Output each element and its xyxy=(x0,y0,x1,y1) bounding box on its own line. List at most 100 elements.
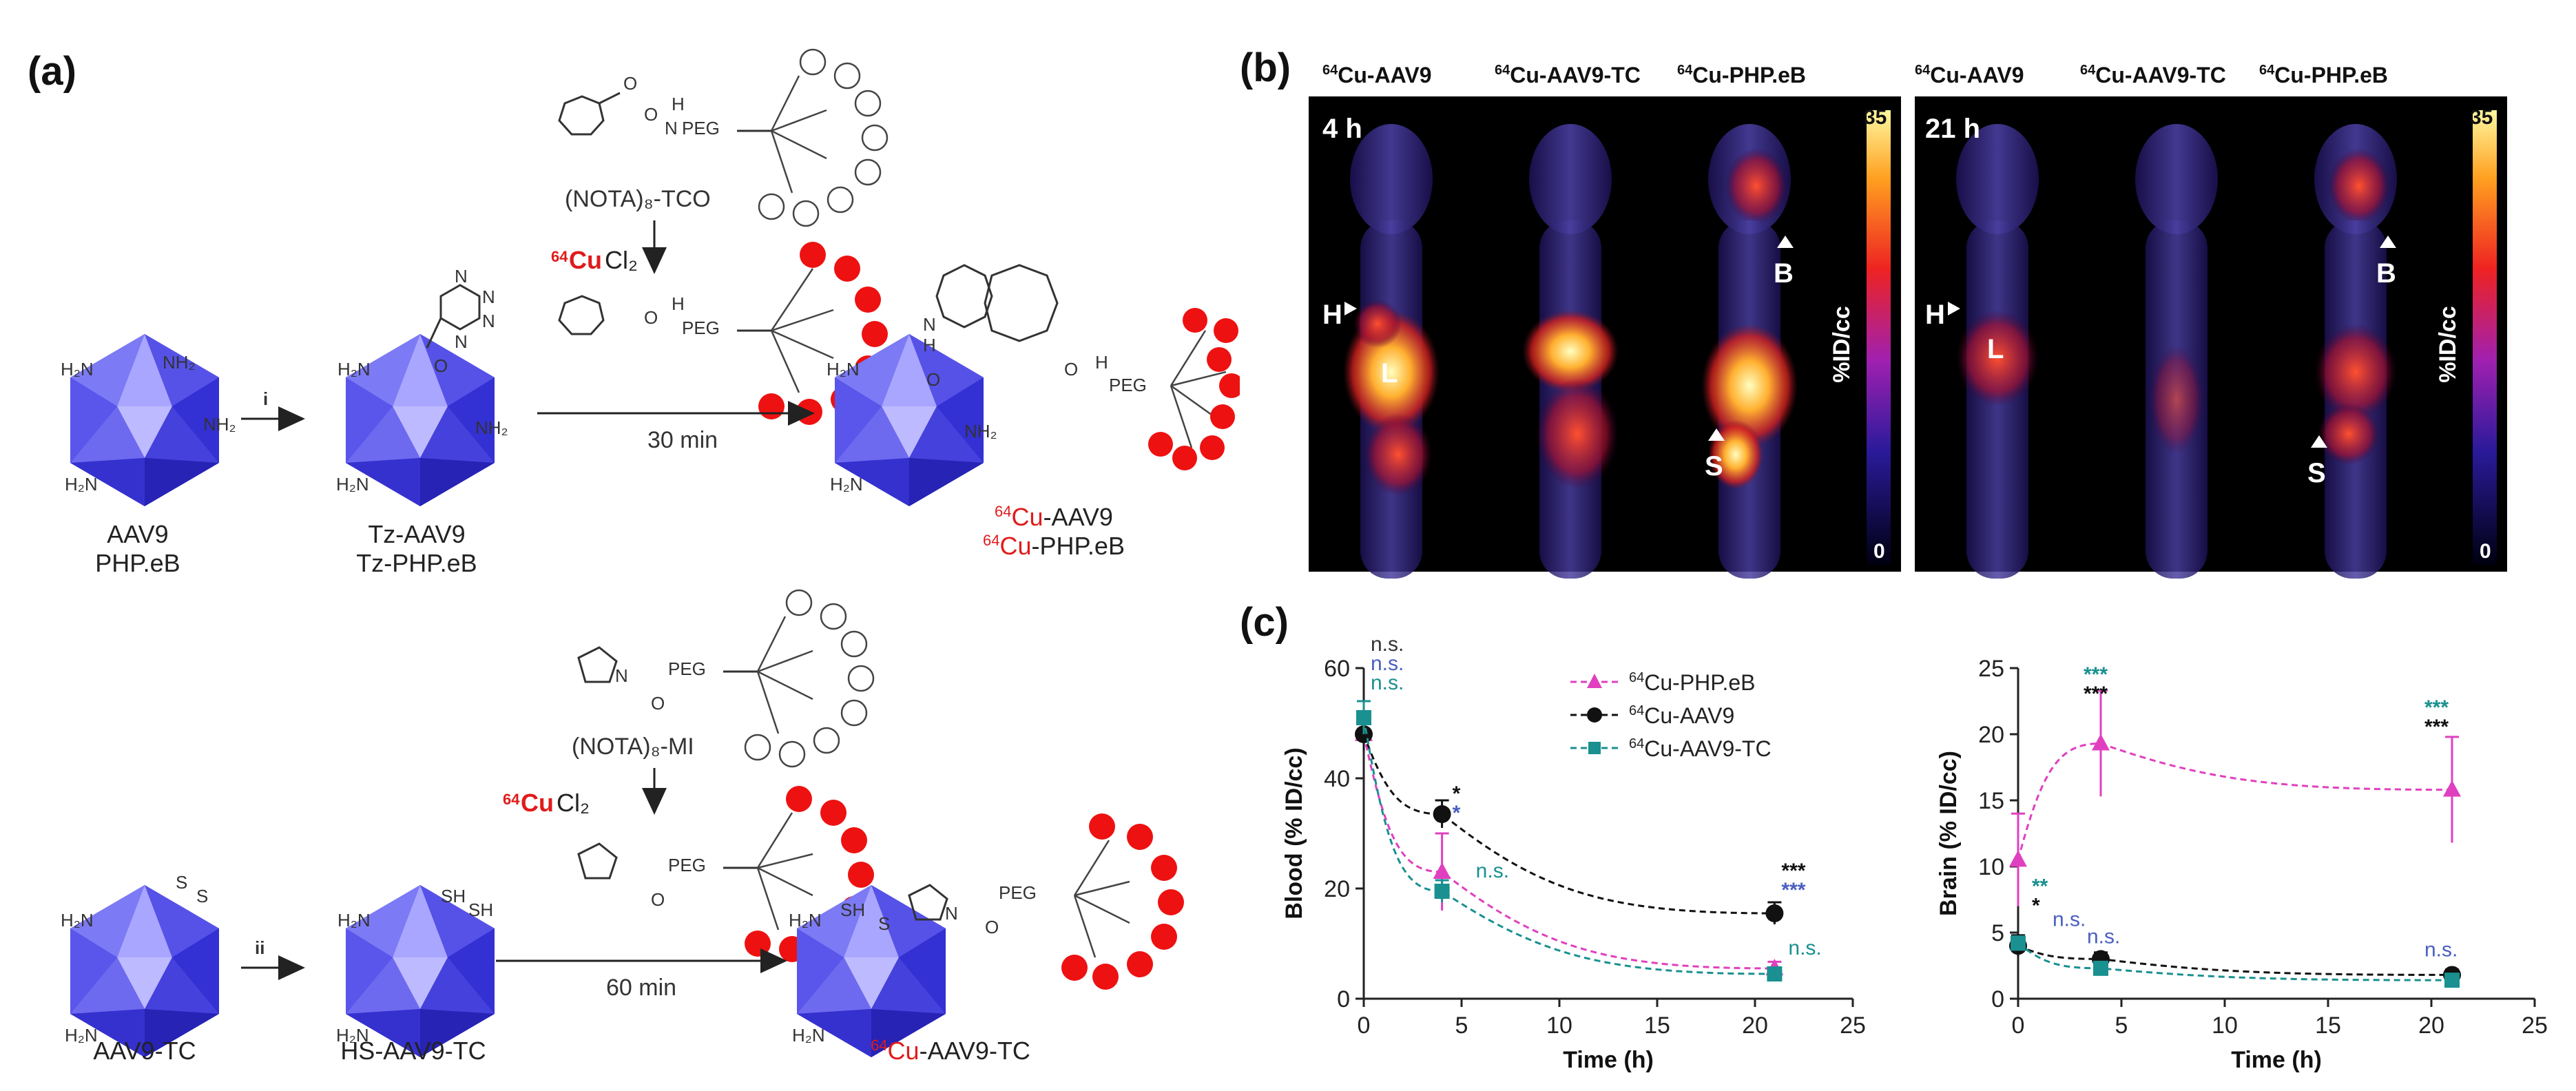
svg-text:H: H xyxy=(923,335,936,355)
svg-text:H₂N: H₂N xyxy=(61,910,94,931)
colorbar xyxy=(1867,110,1891,565)
x-tick-label: 15 xyxy=(1644,1012,1670,1039)
svg-text:PEG: PEG xyxy=(668,658,706,679)
svg-text:NH₂: NH₂ xyxy=(964,421,997,441)
pet-column-titles: 64Cu-AAV9 64Cu-AAV9-TC 64Cu-PHP.eB 64Cu-… xyxy=(1322,63,2388,87)
data-point xyxy=(2009,850,2027,867)
svg-text:O: O xyxy=(623,73,637,94)
svg-text:H: H xyxy=(1095,352,1108,373)
y-axis-label: Blood (% ID/cc) xyxy=(1281,747,1307,919)
x-tick-label: 0 xyxy=(1358,1012,1371,1039)
significance-label: n.s. xyxy=(1371,652,1404,675)
legend-entry: 64Cu-AAV9-TC xyxy=(1629,736,1772,761)
svg-text:PEG: PEG xyxy=(668,855,706,875)
significance-label: ** xyxy=(2032,875,2048,897)
svg-text:64: 64 xyxy=(551,248,568,265)
panel-label-c: (c) xyxy=(1240,600,1289,645)
svg-text:SH: SH xyxy=(840,900,865,920)
svg-text:O: O xyxy=(651,693,665,714)
svg-text:Cl₂: Cl₂ xyxy=(557,789,590,817)
compound-label-tz: Tz-AAV9 Tz-PHP.eB xyxy=(356,520,477,577)
reaction-time: 30 min xyxy=(647,427,718,453)
series-line xyxy=(1362,734,1775,915)
svg-text:SH: SH xyxy=(441,886,466,906)
legend-marker xyxy=(1587,707,1602,723)
svg-text:64Cu-AAV9: 64Cu-AAV9 xyxy=(1915,63,2024,87)
panel-label-a: (a) xyxy=(28,49,76,94)
svg-text:N: N xyxy=(665,118,678,138)
svg-text:H₂N: H₂N xyxy=(789,910,822,931)
copper-chloride-label: 64 Cu Cl₂ xyxy=(551,246,638,274)
reaction-scheme: H₂N NH₂ NH₂ H₂N i H₂N NH₂ H₂N N N N N O … xyxy=(61,48,1240,1057)
svg-text:PEG: PEG xyxy=(1109,375,1147,395)
compound-label-tc-product: 64Cu-AAV9-TC xyxy=(871,1037,1030,1065)
data-point xyxy=(2011,935,2026,951)
x-tick-label: 20 xyxy=(1742,1012,1768,1039)
significance-label: * xyxy=(1453,802,1461,824)
svg-text:NH₂: NH₂ xyxy=(475,417,508,438)
svg-text:S: S xyxy=(176,872,187,893)
legend-marker xyxy=(1588,742,1601,754)
data-point xyxy=(1434,884,1450,899)
svg-text:H₂N: H₂N xyxy=(827,359,860,380)
svg-text:PEG: PEG xyxy=(682,318,720,338)
svg-text:64Cu-AAV9: 64Cu-AAV9 xyxy=(1322,63,1432,87)
mouse-image xyxy=(2135,124,2218,579)
data-point xyxy=(2093,960,2108,976)
y-tick-label: 0 xyxy=(1337,986,1350,1012)
series-line xyxy=(1362,717,1775,975)
svg-text:N: N xyxy=(455,266,468,287)
x-tick-label: 25 xyxy=(2522,1012,2548,1039)
significance-label: *** xyxy=(2424,716,2449,738)
organ-label-liver: L xyxy=(1987,334,2004,364)
svg-text:N: N xyxy=(455,331,468,352)
svg-text:H: H xyxy=(672,293,685,314)
significance-label: n.s. xyxy=(1371,672,1404,694)
svg-text:H₂N: H₂N xyxy=(336,474,369,495)
significance-label: n.s. xyxy=(2053,908,2086,931)
svg-text:H₂N: H₂N xyxy=(337,359,371,380)
svg-text:N: N xyxy=(923,314,936,335)
x-axis-label: Time (h) xyxy=(1563,1047,1654,1073)
y-tick-label: 25 xyxy=(1978,656,2004,682)
colorbar-unit: %ID/cc xyxy=(2435,306,2461,383)
colorbar xyxy=(2473,110,2497,565)
data-point xyxy=(1765,904,1784,922)
y-axis-label: Brain (% ID/cc) xyxy=(1935,751,1962,916)
panel-label-b: (b) xyxy=(1240,45,1291,90)
brain-chart: 0 5 10 15 20 25 0 5 10 15 20 25 Time (h) Brain (% ID/… xyxy=(1935,656,2548,1073)
legend-marker xyxy=(1587,674,1602,688)
blood-chart: 0 5 10 15 20 25 0 20 40 60 Time (h) Blood (% ID/cc)… xyxy=(1281,634,1866,1073)
x-tick-label: 5 xyxy=(2115,1012,2128,1039)
organ-label-spleen: S xyxy=(1705,451,1723,481)
amine-label: H₂N xyxy=(65,474,98,495)
significance-label: n.s. xyxy=(1371,634,1404,656)
svg-text:O: O xyxy=(1064,359,1078,380)
time-label: 21 h xyxy=(1925,114,1980,144)
significance-label: n.s. xyxy=(1788,937,1821,959)
y-tick-label: 0 xyxy=(1991,986,2004,1012)
tco-dendrimer-icon: O O H N PEG xyxy=(558,48,889,227)
significance-label: *** xyxy=(2084,683,2108,705)
x-axis-label: Time (h) xyxy=(2231,1047,2322,1073)
x-tick-label: 10 xyxy=(2212,1012,2238,1039)
svg-text:O: O xyxy=(644,307,658,328)
legend-entry: 64Cu-PHP.eB xyxy=(1629,670,1756,695)
data-point xyxy=(2443,780,2461,797)
svg-text:N: N xyxy=(945,903,958,924)
svg-text:64: 64 xyxy=(503,791,520,808)
organ-label-brain: B xyxy=(1774,258,1794,289)
x-tick-label: 20 xyxy=(2418,1012,2444,1039)
y-tick-label: 5 xyxy=(1991,920,2004,946)
series-line xyxy=(2017,942,2453,981)
x-tick-label: 25 xyxy=(1840,1012,1866,1039)
svg-text:O: O xyxy=(926,369,940,390)
x-tick-label: 0 xyxy=(2012,1012,2025,1039)
svg-text:H₂N: H₂N xyxy=(65,1025,98,1046)
significance-label: n.s. xyxy=(2087,925,2120,948)
significance-label: n.s. xyxy=(1476,860,1509,882)
pet-image-panel: 64Cu-AAV9 64Cu-AAV9-TC 64Cu-PHP.eB 64Cu-… xyxy=(1309,63,2507,579)
compound-label-aav9tc: AAV9-TC xyxy=(93,1037,196,1065)
svg-text:64Cu-PHP.eB: 64Cu-PHP.eB xyxy=(1677,63,1806,87)
data-point xyxy=(1356,710,1371,725)
